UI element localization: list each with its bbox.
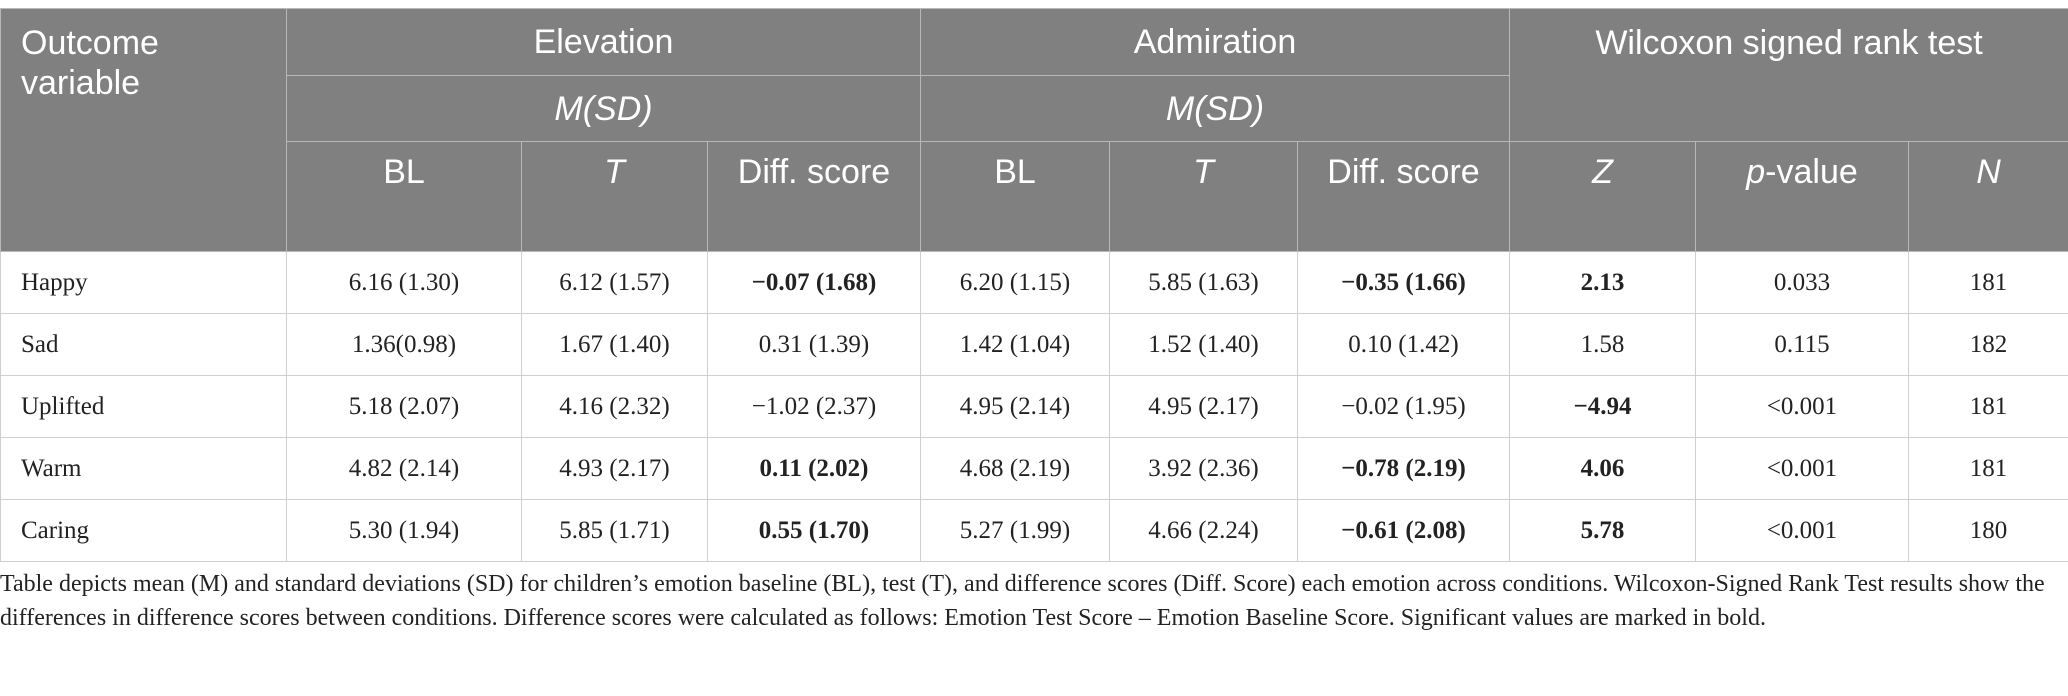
row-label: Sad: [0, 313, 287, 376]
col-p-suffix: -value: [1765, 153, 1858, 191]
table-row-sad: Sad 1.36(0.98) 1.67 (1.40) 0.31 (1.39) 1…: [0, 313, 2068, 376]
table-cell: <0.001: [1695, 437, 1909, 500]
table-cell: 4.06: [1509, 437, 1696, 500]
table-cell: 182: [1907, 313, 2068, 376]
col-p-value: p-value: [1695, 141, 1909, 252]
table-cell: 5.27 (1.99): [920, 499, 1110, 562]
table-cell: 0.10 (1.42): [1297, 313, 1510, 376]
table-cell: 5.78: [1509, 499, 1696, 562]
table-footnote: Table depicts mean (M) and standard devi…: [0, 571, 2045, 631]
table-cell: −0.02 (1.95): [1297, 375, 1510, 438]
col-p-letter: p: [1746, 153, 1766, 191]
header-msd-admiration: M(SD): [920, 75, 1510, 142]
table-cell: 180: [1907, 499, 2068, 562]
table-cell: −0.78 (2.19): [1297, 437, 1510, 500]
table-cell: 4.68 (2.19): [920, 437, 1110, 500]
table-cell: 0.31 (1.39): [707, 313, 921, 376]
table-cell: 5.18 (2.07): [286, 375, 522, 438]
table-container: Outcome variable Elevation Admiration Wi…: [0, 8, 2068, 562]
table-cell: 0.115: [1695, 313, 1909, 376]
header-elevation: Elevation: [286, 8, 921, 76]
table-cell: 6.20 (1.15): [920, 251, 1110, 314]
row-label: Happy: [0, 251, 287, 314]
table-row-uplifted: Uplifted 5.18 (2.07) 4.16 (2.32) −1.02 (…: [0, 375, 2068, 438]
header-wilcoxon: Wilcoxon signed rank test: [1508, 8, 2068, 142]
table-cell: 1.58: [1509, 313, 1696, 376]
col-z: Z: [1509, 141, 1696, 252]
col-admiration-bl: BL: [920, 141, 1110, 252]
table-cell: 6.16 (1.30): [286, 251, 522, 314]
col-elevation-t: T: [521, 141, 708, 252]
table-cell: <0.001: [1695, 499, 1909, 562]
table-cell: −4.94: [1509, 375, 1696, 438]
table-cell: 4.95 (2.14): [920, 375, 1110, 438]
row-label: Warm: [0, 437, 287, 500]
row-label: Caring: [0, 499, 287, 562]
table-cell: 181: [1907, 375, 2068, 438]
table-cell: 5.85 (1.71): [521, 499, 708, 562]
table-row-caring: Caring 5.30 (1.94) 5.85 (1.71) 0.55 (1.7…: [0, 499, 2068, 562]
table-cell: 1.67 (1.40): [521, 313, 708, 376]
table-cell: 5.85 (1.63): [1109, 251, 1298, 314]
col-n: N: [1907, 141, 2068, 252]
table-cell: 0.033: [1695, 251, 1909, 314]
table-cell: <0.001: [1695, 375, 1909, 438]
table-cell: 1.52 (1.40): [1109, 313, 1298, 376]
results-table: Outcome variable Elevation Admiration Wi…: [0, 8, 2068, 562]
table-row-happy: Happy 6.16 (1.30) 6.12 (1.57) −0.07 (1.6…: [0, 251, 2068, 314]
row-label: Uplifted: [0, 375, 287, 438]
table-cell: 1.36(0.98): [286, 313, 522, 376]
table-cell: 0.55 (1.70): [707, 499, 921, 562]
table-cell: 4.66 (2.24): [1109, 499, 1298, 562]
col-admiration-diff: Diff. score: [1297, 141, 1510, 252]
table-row-warm: Warm 4.82 (2.14) 4.93 (2.17) 0.11 (2.02)…: [0, 437, 2068, 500]
table-cell: −0.35 (1.66): [1297, 251, 1510, 314]
table-cell: −0.61 (2.08): [1297, 499, 1510, 562]
table-cell: 4.16 (2.32): [521, 375, 708, 438]
header-admiration: Admiration: [920, 8, 1510, 76]
table-cell: 2.13: [1509, 251, 1696, 314]
col-admiration-t: T: [1109, 141, 1298, 252]
table-cell: 3.92 (2.36): [1109, 437, 1298, 500]
header-msd-elevation: M(SD): [286, 75, 921, 142]
table-cell: 5.30 (1.94): [286, 499, 522, 562]
col-elevation-diff: Diff. score: [707, 141, 921, 252]
table-cell: −1.02 (2.37): [707, 375, 921, 438]
table-cell: 4.82 (2.14): [286, 437, 522, 500]
header-outcome-variable: Outcome variable: [0, 8, 287, 252]
table-cell: 4.95 (2.17): [1109, 375, 1298, 438]
table-cell: 181: [1907, 251, 2068, 314]
table-cell: 181: [1907, 437, 2068, 500]
table-cell: −0.07 (1.68): [707, 251, 921, 314]
table-cell: 6.12 (1.57): [521, 251, 708, 314]
col-elevation-bl: BL: [286, 141, 522, 252]
table-cell: 4.93 (2.17): [521, 437, 708, 500]
table-cell: 0.11 (2.02): [707, 437, 921, 500]
table-cell: 1.42 (1.04): [920, 313, 1110, 376]
